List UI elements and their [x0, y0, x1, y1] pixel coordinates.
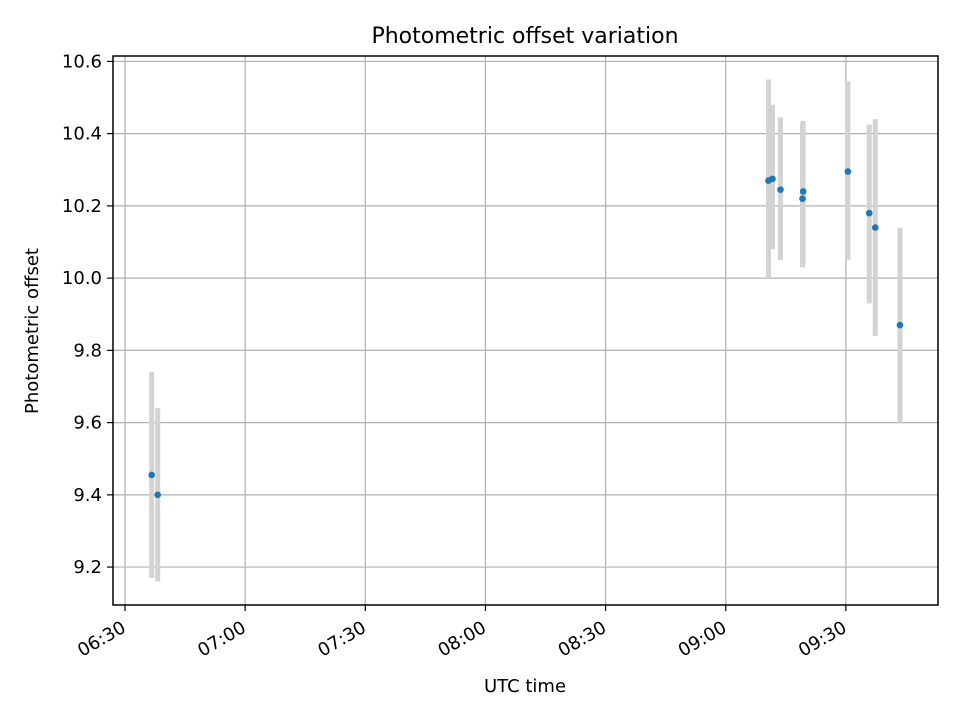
- y-tick-label: 10.2: [62, 196, 102, 217]
- data-point: [154, 491, 162, 499]
- data-point: [871, 224, 879, 231]
- data-point: [865, 209, 873, 217]
- data-point: [148, 471, 156, 479]
- y-tick-label: 9.2: [73, 557, 102, 578]
- y-axis-ticks: 9.2 9.4 9.6 9.8 10.0 10.2 10.4 10.6: [62, 51, 113, 578]
- y-tick-label: 9.8: [73, 340, 102, 361]
- data-point: [769, 175, 776, 183]
- data-point: [799, 195, 806, 202]
- data-point: [799, 188, 807, 195]
- y-tick-label: 10.0: [62, 268, 102, 289]
- data-point: [896, 321, 904, 329]
- data-points: [148, 168, 904, 499]
- chart-title: Photometric offset variation: [371, 24, 678, 49]
- y-tick-label: 10.4: [62, 124, 102, 145]
- y-tick-label: 9.6: [73, 413, 102, 434]
- data-point: [844, 168, 852, 175]
- y-tick-label: 9.4: [73, 485, 102, 506]
- y-tick-label: 10.6: [62, 51, 102, 72]
- y-axis-label: Photometric offset: [22, 248, 43, 414]
- plot-frame: [112, 55, 939, 606]
- data-point: [777, 186, 784, 193]
- x-axis-label: UTC time: [484, 676, 566, 697]
